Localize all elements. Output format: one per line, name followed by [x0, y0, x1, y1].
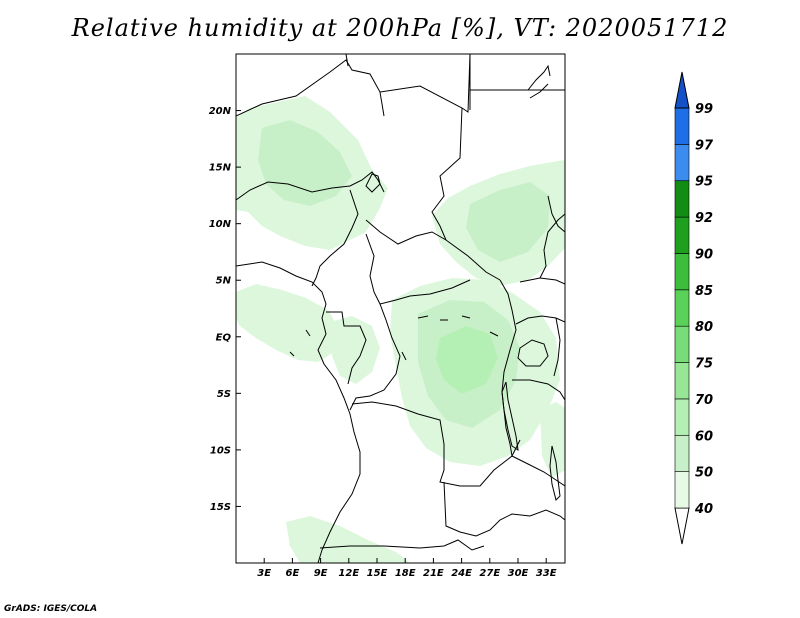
- map-frame: [235, 53, 566, 564]
- border-south-sudan-east: [519, 213, 565, 285]
- colorbar-band: [674, 289, 690, 327]
- border-egypt-sudan: [469, 54, 565, 110]
- lake-victoria-outline: [517, 339, 549, 367]
- colorbar-under-triangle: [674, 507, 690, 545]
- colorbar-band: [674, 362, 690, 400]
- border-angola-namibia: [319, 539, 485, 551]
- lake-malawi-outline: [549, 445, 561, 501]
- border-congo-drc: [349, 303, 401, 411]
- lon-tick-label: 33E: [536, 568, 557, 579]
- lon-tick-label: 21E: [423, 568, 444, 579]
- lat-tick-label: 10S: [210, 445, 231, 456]
- lat-tick-label: 5S: [217, 389, 231, 400]
- lat-tick-label: 15S: [210, 502, 231, 513]
- coastline-west-africa: [236, 261, 361, 563]
- border-algeria-niger: [236, 59, 385, 117]
- colorbar-band: [674, 107, 690, 145]
- colorbar-level-label: 60: [695, 429, 713, 444]
- border-cameroon-car: [365, 233, 471, 305]
- border-nigeria-cameroon: [311, 189, 359, 287]
- humidity-region-gabon: [330, 316, 380, 384]
- border-zambia: [443, 481, 565, 537]
- colorbar-band: [674, 253, 690, 291]
- colorbar-level-label: 90: [695, 247, 713, 262]
- colorbar-band: [674, 325, 690, 363]
- chart-title: Relative humidity at 200hPa [%], VT: 202…: [71, 14, 729, 42]
- colorbar-over-triangle: [674, 71, 690, 109]
- small-lakes: [289, 315, 499, 361]
- humidity-region-angola-south: [286, 516, 410, 563]
- colorbar-band: [674, 434, 690, 472]
- colorbar-band: [674, 471, 690, 509]
- colorbar-level-label: 50: [695, 466, 713, 481]
- border-uganda-kenya: [515, 315, 565, 377]
- border-chad-sudan: [431, 107, 463, 241]
- border-gabon: [326, 311, 367, 385]
- border-tanzania: [511, 379, 565, 487]
- red-sea-coast: [527, 64, 551, 99]
- lat-tick-label: 10N: [209, 219, 232, 230]
- colorbar-level-label: 70: [695, 393, 713, 408]
- humidity-region-coast: [236, 284, 340, 362]
- lon-tick-label: 3E: [257, 568, 271, 579]
- lat-tick-label: 20N: [209, 106, 232, 117]
- lon-tick-label: 27E: [479, 568, 500, 579]
- lat-tick-label: 5N: [216, 276, 232, 287]
- border-nile-delta: [365, 173, 381, 193]
- colorbar-level-label: 99: [695, 102, 713, 117]
- lake-tanganyika-outline: [501, 381, 519, 452]
- colorbar-level-label: 80: [695, 320, 713, 335]
- humidity-region-east-tz: [540, 402, 565, 478]
- humidity-region-congo-moist: [436, 326, 498, 394]
- longitude-axis: 3E 6E 9E 12E 15E 18E 21E 24E 27E 30E 33E: [257, 558, 557, 579]
- border-sudan-ethiopia: [547, 195, 565, 233]
- latitude-axis: 20N 15N 10N 5N EQ 5S 10S 15S: [209, 106, 241, 513]
- lon-tick-label: 6E: [286, 568, 300, 579]
- lon-tick-label: 30E: [508, 568, 529, 579]
- colorbar-band: [674, 144, 690, 182]
- colorbar-band: [674, 216, 690, 254]
- colorbar: 40 50 60 70 75 80 85 90 92 95 97 99: [674, 71, 714, 545]
- country-boundaries: [236, 54, 565, 563]
- humidity-region-sahel-core: [258, 120, 352, 206]
- credit-text: GrADS: IGES/COLA: [4, 604, 98, 614]
- lat-tick-label: 15N: [209, 163, 232, 174]
- lon-tick-label: 12E: [338, 568, 359, 579]
- colorbar-level-label: 85: [695, 284, 713, 299]
- colorbar-band: [674, 398, 690, 436]
- border-drc-east: [499, 279, 517, 457]
- colorbar-level-label: 95: [695, 175, 713, 190]
- humidity-region-sudan-core: [466, 182, 550, 262]
- lat-tick-label: EQ: [216, 332, 232, 343]
- lon-tick-label: 9E: [314, 568, 328, 579]
- border-drc-angola: [351, 401, 521, 487]
- lon-tick-label: 24E: [451, 568, 472, 579]
- colorbar-level-label: 40: [694, 502, 713, 517]
- border-chad-car: [365, 219, 501, 281]
- lon-tick-label: 15E: [367, 568, 388, 579]
- colorbar-level-label: 92: [695, 211, 713, 226]
- colorbar-band: [674, 180, 690, 218]
- colorbar-level-label: 75: [695, 357, 713, 372]
- lon-tick-label: 18E: [395, 568, 416, 579]
- colorbar-level-label: 97: [695, 138, 714, 153]
